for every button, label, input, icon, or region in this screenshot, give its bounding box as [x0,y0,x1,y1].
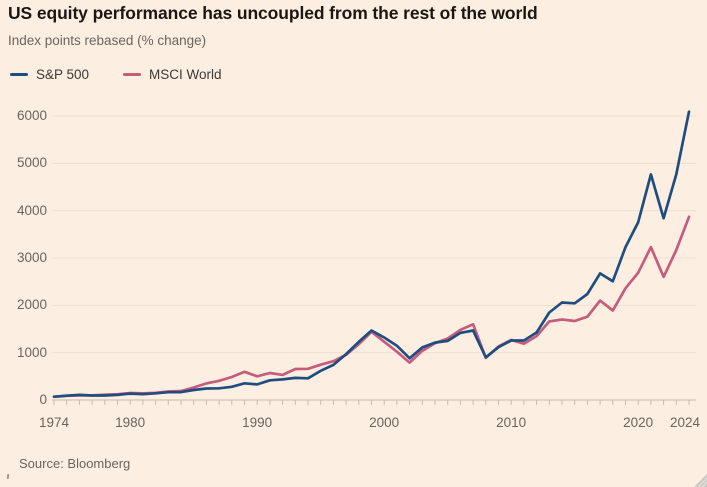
chart-title: US equity performance has uncoupled from… [8,3,538,23]
sp500-line-swatch-icon [10,72,28,77]
legend-label-sp500: S&P 500 [36,67,90,82]
data-line-sp500 [52,110,691,399]
data-line-msci-world [52,215,691,399]
legend-item-sp500: S&P 500 [10,67,89,82]
source-label: Source: Bloomberg [19,456,131,471]
legend-item-msci-world: MSCI World [123,67,222,82]
msci-world-line-swatch-icon [123,72,142,77]
chart-subtitle: Index points rebased (% change) [8,33,207,48]
legend: S&P 500 MSCI World [10,67,222,82]
legend-label-msci-world: MSCI World [149,67,222,82]
resize-handle-icon[interactable] [694,474,707,487]
